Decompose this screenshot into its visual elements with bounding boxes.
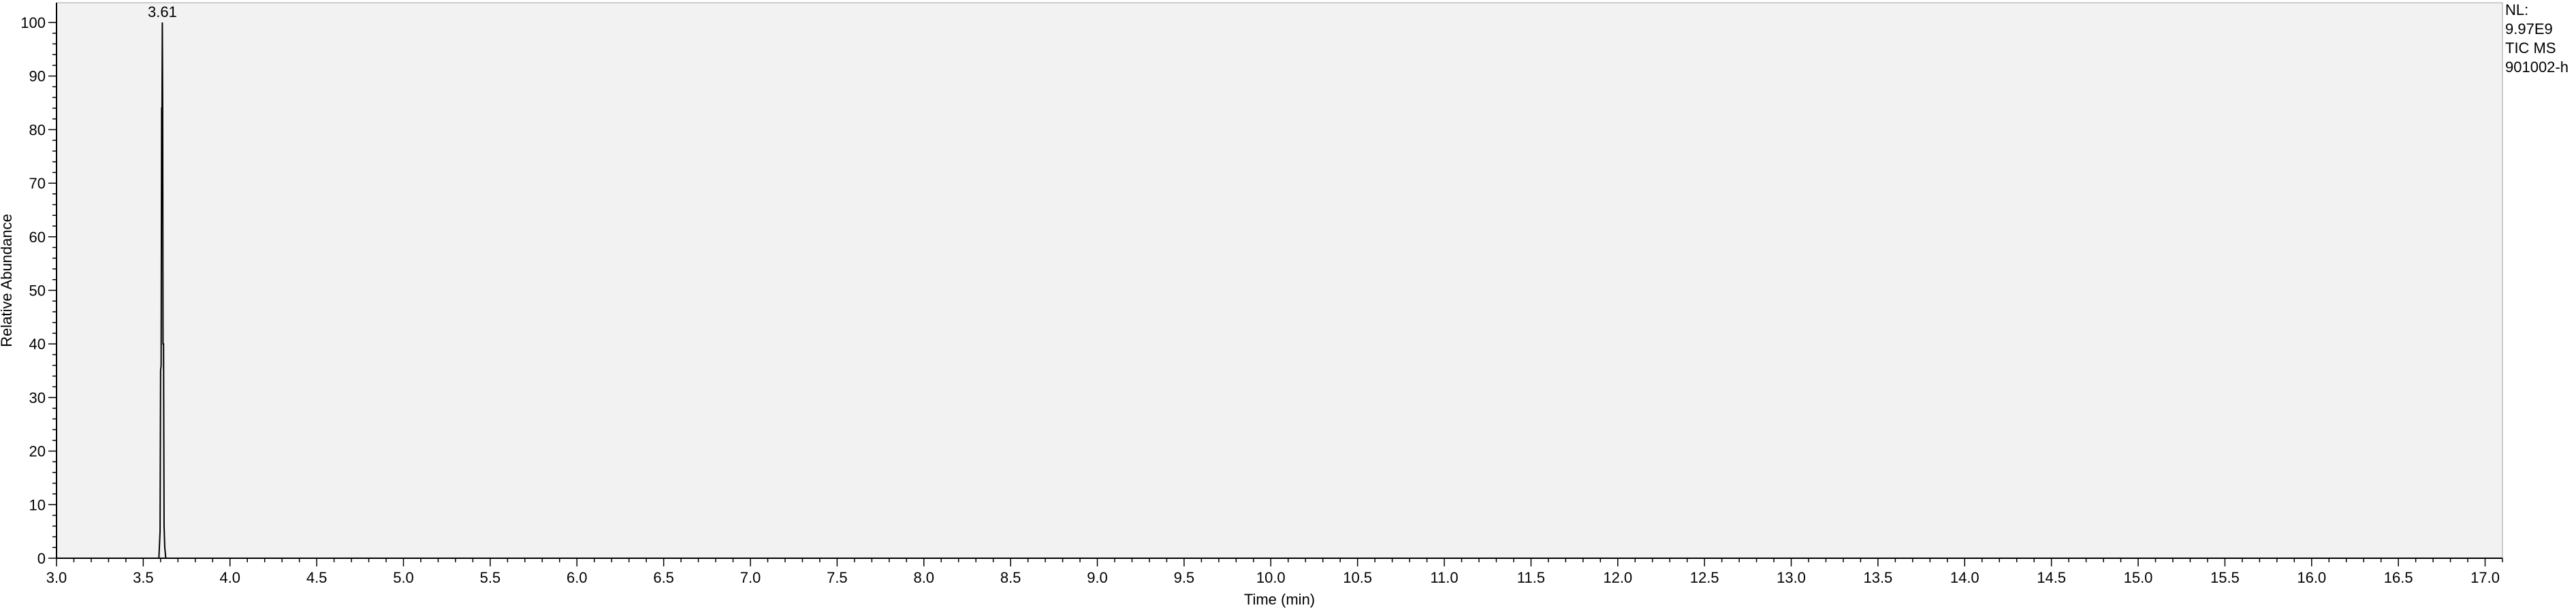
- x-tick-label: 15.5: [2210, 569, 2240, 586]
- plot-area: [56, 2, 2503, 559]
- x-tick-label: 6.0: [567, 569, 588, 586]
- info-nl-label: NL:: [2505, 1, 2528, 18]
- y-tick-label: 100: [20, 14, 46, 31]
- y-tick-label: 70: [29, 175, 46, 192]
- x-tick-label: 14.0: [1950, 569, 1979, 586]
- x-tick-label: 9.5: [1174, 569, 1195, 586]
- x-tick-label: 4.5: [306, 569, 328, 586]
- x-tick-label: 12.5: [1690, 569, 1719, 586]
- y-tick-label: 50: [29, 283, 46, 300]
- x-tick-label: 14.5: [2037, 569, 2066, 586]
- x-tick-label: 16.5: [2384, 569, 2413, 586]
- x-tick-label: 4.0: [219, 569, 240, 586]
- x-tick-label: 11.5: [1517, 569, 1545, 586]
- x-tick-label: 7.5: [827, 569, 848, 586]
- info-nl-value: 9.97E9: [2505, 20, 2553, 37]
- y-tick-label: 10: [29, 496, 46, 513]
- x-tick-label: 3.0: [46, 569, 67, 586]
- y-tick-label: 40: [29, 336, 46, 353]
- peak-labels: 3.61: [148, 3, 177, 20]
- x-tick-label: 10.5: [1343, 569, 1372, 586]
- y-tick-label: 0: [37, 550, 46, 567]
- info-scan-type: TIC MS: [2505, 39, 2556, 57]
- x-tick-label: 3.5: [133, 569, 154, 586]
- y-tick-label: 20: [29, 443, 46, 460]
- x-tick-label: 6.5: [653, 569, 674, 586]
- y-tick-label: 90: [29, 68, 46, 85]
- y-axis-title: Relative Abundance: [0, 214, 15, 347]
- x-tick-label: 11.0: [1430, 569, 1458, 586]
- peak-label: 3.61: [148, 3, 177, 20]
- x-tick-label: 15.0: [2124, 569, 2153, 586]
- y-tick-label: 30: [29, 389, 46, 406]
- x-tick-label: 13.0: [1777, 569, 1806, 586]
- x-tick-label: 10.0: [1256, 569, 1286, 586]
- x-tick-label: 13.5: [1863, 569, 1892, 586]
- x-tick-label: 8.0: [913, 569, 934, 586]
- x-tick-label: 17.0: [2470, 569, 2500, 586]
- y-tick-label: 60: [29, 229, 46, 246]
- y-tick-label: 80: [29, 121, 46, 138]
- x-axis-ticks: 3.0 3.5 4.0 4.5 5.0 5.5 6.0 6.5 7.0 7.5 8.0 8.5 9.0 9…: [46, 558, 2503, 586]
- x-tick-label: 9.0: [1087, 569, 1108, 586]
- x-tick-label: 5.5: [480, 569, 501, 586]
- y-axis-ticks: 0 10 20 30 40 50 60 70 80 90 100: [20, 14, 57, 567]
- x-tick-label: 5.0: [393, 569, 414, 586]
- x-axis-title: Time (min): [1244, 591, 1315, 608]
- info-file-name: 901002-h: [2505, 59, 2569, 76]
- x-tick-label: 7.0: [740, 569, 761, 586]
- info-block: NL: 9.97E9 TIC MS 901002-h: [2505, 1, 2569, 76]
- chromatogram-trace: [57, 22, 2502, 559]
- x-tick-label: 16.0: [2297, 569, 2326, 586]
- series-group: [57, 22, 2502, 559]
- x-tick-label: 8.5: [1000, 569, 1021, 586]
- x-tick-label: 12.0: [1603, 569, 1632, 586]
